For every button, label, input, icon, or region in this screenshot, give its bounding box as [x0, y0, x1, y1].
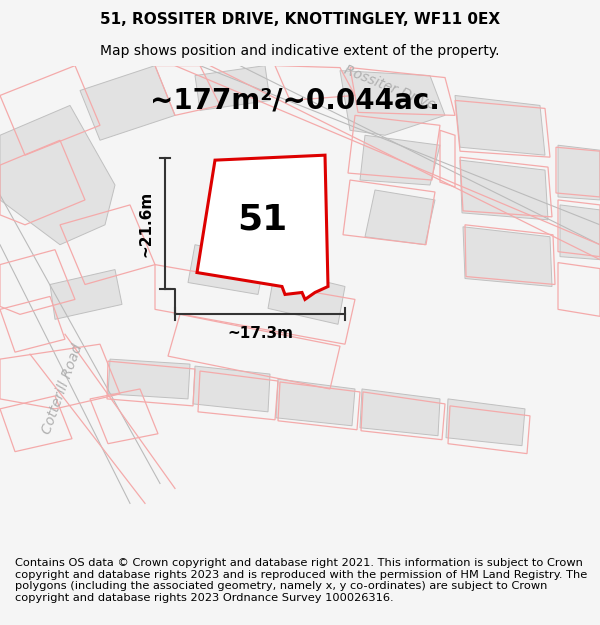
- Polygon shape: [463, 227, 552, 286]
- Polygon shape: [365, 190, 435, 245]
- Text: ~17.3m: ~17.3m: [227, 326, 293, 341]
- Text: Map shows position and indicative extent of the property.: Map shows position and indicative extent…: [100, 44, 500, 58]
- Polygon shape: [560, 205, 600, 259]
- Polygon shape: [340, 71, 445, 135]
- Polygon shape: [195, 66, 270, 111]
- Text: Contains OS data © Crown copyright and database right 2021. This information is : Contains OS data © Crown copyright and d…: [15, 558, 587, 603]
- Polygon shape: [268, 269, 345, 324]
- Polygon shape: [80, 66, 175, 140]
- Text: Cotterill Road: Cotterill Road: [39, 342, 85, 436]
- Polygon shape: [188, 245, 265, 294]
- Text: 51, ROSSITER DRIVE, KNOTTINGLEY, WF11 0EX: 51, ROSSITER DRIVE, KNOTTINGLEY, WF11 0E…: [100, 12, 500, 27]
- Text: ~177m²/~0.044ac.: ~177m²/~0.044ac.: [150, 86, 440, 114]
- Polygon shape: [460, 160, 548, 220]
- Polygon shape: [446, 399, 525, 446]
- Polygon shape: [0, 106, 115, 245]
- Polygon shape: [360, 389, 440, 436]
- Polygon shape: [50, 269, 122, 319]
- Polygon shape: [108, 359, 190, 399]
- Text: Rossiter Drive: Rossiter Drive: [342, 62, 438, 112]
- Polygon shape: [197, 155, 328, 299]
- Polygon shape: [360, 135, 440, 185]
- Polygon shape: [455, 96, 545, 155]
- Text: 51: 51: [237, 203, 287, 237]
- Polygon shape: [558, 145, 600, 200]
- Polygon shape: [193, 366, 270, 412]
- Text: ~21.6m: ~21.6m: [138, 191, 153, 257]
- Polygon shape: [276, 379, 355, 426]
